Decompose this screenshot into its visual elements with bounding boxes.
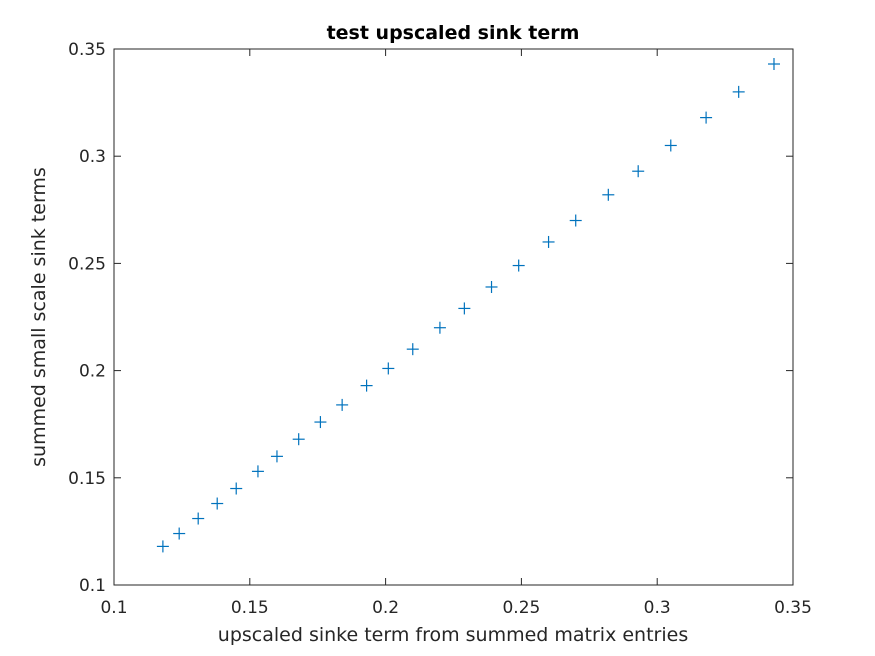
axes-box bbox=[113, 48, 794, 586]
x-tick-label: 0.35 bbox=[774, 598, 812, 618]
data-markers bbox=[156, 58, 780, 553]
y-tick-label: 0.1 bbox=[79, 576, 106, 596]
data-point bbox=[406, 343, 419, 356]
data-point bbox=[664, 139, 677, 152]
data-point bbox=[360, 379, 373, 392]
data-point bbox=[292, 433, 305, 446]
data-point bbox=[230, 482, 243, 495]
y-tick-label: 0.15 bbox=[68, 469, 106, 489]
data-point bbox=[336, 398, 349, 411]
y-tick-label: 0.25 bbox=[68, 254, 106, 274]
data-point bbox=[458, 302, 471, 315]
data-point bbox=[732, 85, 745, 98]
data-point bbox=[192, 512, 205, 525]
x-tick-label: 0.1 bbox=[100, 598, 127, 618]
data-point bbox=[542, 235, 555, 248]
data-point bbox=[382, 362, 395, 375]
y-tick-label: 0.35 bbox=[68, 40, 106, 60]
y-tick-label: 0.3 bbox=[79, 147, 106, 167]
data-point bbox=[156, 540, 169, 553]
y-axis-label: summed small scale sink terms bbox=[28, 167, 50, 467]
x-tick-label: 0.2 bbox=[372, 598, 399, 618]
data-point bbox=[632, 165, 645, 178]
data-point bbox=[602, 188, 615, 201]
y-tick-label: 0.2 bbox=[79, 362, 106, 382]
data-point bbox=[512, 259, 525, 272]
data-point bbox=[270, 450, 283, 463]
data-point bbox=[767, 58, 780, 71]
data-point bbox=[211, 497, 224, 510]
data-point bbox=[433, 321, 446, 334]
data-point bbox=[485, 280, 498, 293]
data-point bbox=[569, 214, 582, 227]
data-point bbox=[700, 111, 713, 124]
x-axis-label: upscaled sinke term from summed matrix e… bbox=[218, 624, 688, 646]
x-tick-label: 0.15 bbox=[231, 598, 269, 618]
y-axis-ticks: 0.1 0.15 0.2 0.25 0.3 0.35 bbox=[68, 40, 793, 596]
x-tick-label: 0.25 bbox=[502, 598, 540, 618]
data-point bbox=[251, 465, 264, 478]
chart-title: test upscaled sink term bbox=[327, 22, 580, 44]
data-point bbox=[314, 416, 327, 429]
plot-area bbox=[114, 49, 793, 585]
x-tick-label: 0.3 bbox=[644, 598, 671, 618]
x-axis-ticks: 0.1 0.15 0.2 0.25 0.3 0.35 bbox=[100, 49, 812, 618]
data-point bbox=[173, 527, 186, 540]
